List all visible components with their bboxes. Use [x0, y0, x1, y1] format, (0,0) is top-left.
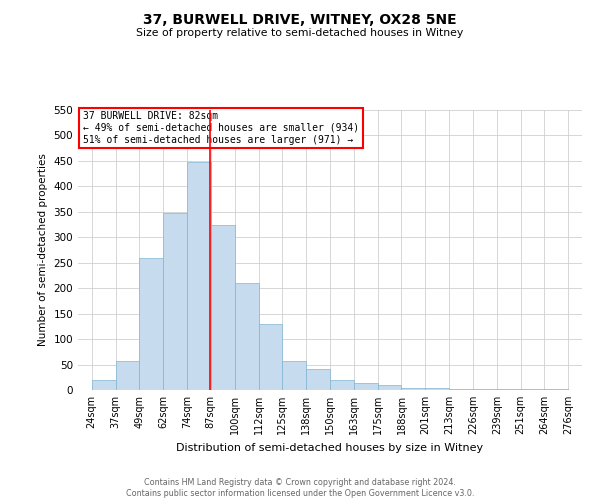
Bar [235, 283, 259, 390]
Bar [330, 380, 354, 390]
Bar [163, 214, 187, 390]
Bar [259, 324, 283, 390]
Bar [211, 224, 235, 390]
Bar [283, 361, 306, 390]
Bar [425, 388, 449, 390]
Text: 37, BURWELL DRIVE, WITNEY, OX28 5NE: 37, BURWELL DRIVE, WITNEY, OX28 5NE [143, 12, 457, 26]
X-axis label: Distribution of semi-detached houses by size in Witney: Distribution of semi-detached houses by … [176, 442, 484, 452]
Text: Size of property relative to semi-detached houses in Witney: Size of property relative to semi-detach… [136, 28, 464, 38]
Text: Contains HM Land Registry data © Crown copyright and database right 2024.
Contai: Contains HM Land Registry data © Crown c… [126, 478, 474, 498]
Bar [354, 383, 377, 390]
Bar [139, 258, 163, 390]
Bar [401, 388, 425, 390]
Bar [377, 386, 401, 390]
Bar [306, 368, 330, 390]
Bar [187, 162, 211, 390]
Text: 37 BURWELL DRIVE: 82sqm
← 49% of semi-detached houses are smaller (934)
51% of s: 37 BURWELL DRIVE: 82sqm ← 49% of semi-de… [83, 112, 359, 144]
Bar [92, 380, 116, 390]
Y-axis label: Number of semi-detached properties: Number of semi-detached properties [38, 154, 48, 346]
Bar [116, 361, 139, 390]
Bar [449, 389, 473, 390]
